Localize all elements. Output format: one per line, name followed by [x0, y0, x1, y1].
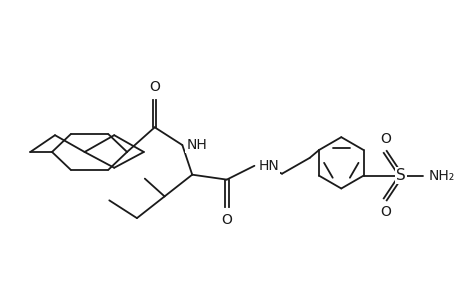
Text: HN: HN [258, 159, 279, 173]
Text: NH: NH [186, 138, 207, 152]
Text: O: O [379, 132, 390, 146]
Text: O: O [221, 213, 232, 227]
Text: O: O [379, 205, 390, 219]
Text: O: O [149, 80, 160, 94]
Text: S: S [395, 168, 405, 183]
Text: NH₂: NH₂ [428, 169, 454, 183]
